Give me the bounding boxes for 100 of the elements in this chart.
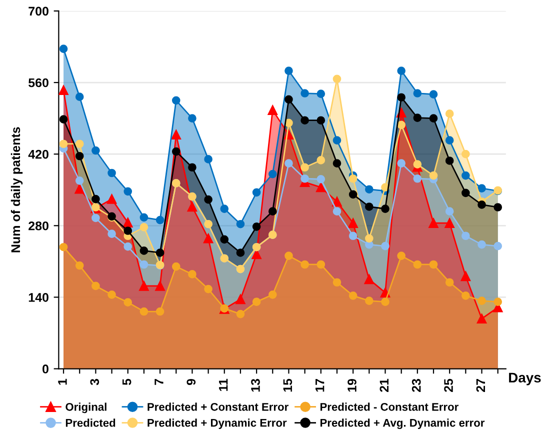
y-tick-label: 280 — [28, 221, 48, 230]
point — [364, 296, 374, 305]
point — [203, 234, 214, 244]
point — [172, 262, 180, 271]
point — [300, 174, 309, 183]
point — [445, 110, 454, 118]
point — [75, 261, 84, 270]
point — [268, 105, 278, 115]
point — [236, 220, 245, 228]
point — [124, 242, 132, 251]
x-tick-label: 15 — [283, 378, 292, 392]
point — [332, 196, 342, 206]
point — [332, 278, 342, 287]
point — [92, 282, 100, 290]
point — [300, 89, 309, 98]
legend-label: Original — [66, 402, 106, 414]
point — [478, 296, 486, 305]
point — [397, 159, 406, 168]
point — [268, 207, 277, 216]
point — [284, 66, 293, 75]
point — [268, 170, 277, 178]
x-tick-label: 1 — [58, 378, 67, 385]
point — [462, 150, 470, 158]
y-axis-title: Num of daily patients — [10, 127, 23, 252]
point — [413, 260, 422, 269]
x-tick-label: 27 — [476, 379, 485, 392]
point — [284, 252, 293, 260]
point — [172, 96, 180, 105]
point — [397, 252, 406, 260]
point — [106, 194, 117, 204]
point — [445, 278, 454, 287]
point — [59, 44, 68, 53]
point — [188, 163, 196, 172]
point — [348, 232, 358, 240]
point — [124, 298, 132, 306]
point — [204, 284, 212, 294]
x-tick-label: 19 — [348, 378, 356, 392]
point — [476, 314, 487, 324]
point — [236, 248, 245, 257]
point — [364, 274, 374, 284]
point — [381, 242, 390, 250]
y-tick-label: 420 — [28, 150, 48, 159]
y-tick-label: 140 — [28, 293, 48, 302]
point — [478, 240, 486, 249]
point — [429, 171, 438, 180]
point — [252, 188, 261, 197]
point — [74, 184, 84, 194]
x-tick-label: 3 — [90, 378, 100, 386]
point — [381, 298, 390, 306]
y-tick-label: 700 — [28, 6, 48, 16]
point — [332, 74, 342, 84]
point — [171, 130, 181, 140]
point — [236, 294, 246, 304]
point — [188, 114, 196, 122]
point — [332, 136, 342, 144]
y-tick-label: 0 — [42, 364, 48, 374]
legend-label: Predicted — [66, 418, 116, 427]
point — [59, 140, 68, 148]
point — [364, 234, 374, 243]
point — [140, 223, 148, 232]
point — [462, 292, 470, 300]
point — [252, 298, 261, 306]
x-tick-label: 9 — [186, 378, 196, 385]
legend-label: Predicted + Avg. Dynamic error — [320, 418, 485, 429]
point — [316, 182, 326, 192]
point — [348, 218, 358, 228]
point — [108, 230, 116, 238]
point — [348, 174, 358, 183]
point — [364, 185, 374, 194]
x-tick-label: 7 — [154, 379, 164, 385]
x-tick-label: 21 — [380, 378, 388, 392]
point — [478, 184, 486, 192]
point — [348, 292, 358, 300]
point — [462, 232, 470, 240]
point — [494, 298, 502, 306]
legend-label: Predicted + Dynamic Error — [148, 418, 287, 429]
point — [284, 159, 293, 168]
point — [397, 93, 406, 102]
point — [413, 89, 422, 98]
x-tick-label: 17 — [316, 379, 324, 392]
point — [140, 260, 148, 269]
point — [268, 290, 277, 299]
legend-label: Predicted - Constant Error — [320, 402, 458, 411]
point — [284, 95, 293, 104]
point — [300, 116, 309, 125]
point — [316, 90, 326, 98]
point — [140, 213, 148, 222]
point — [92, 146, 100, 155]
point — [75, 176, 84, 185]
point — [204, 155, 212, 164]
point — [397, 66, 406, 75]
point — [172, 147, 180, 156]
x-tick-label: 11 — [219, 378, 228, 391]
point — [300, 260, 309, 269]
point — [445, 207, 454, 216]
point — [429, 114, 438, 122]
point — [58, 85, 68, 96]
x-tick-label: 13 — [251, 378, 260, 392]
point — [75, 152, 84, 160]
point — [460, 271, 471, 282]
